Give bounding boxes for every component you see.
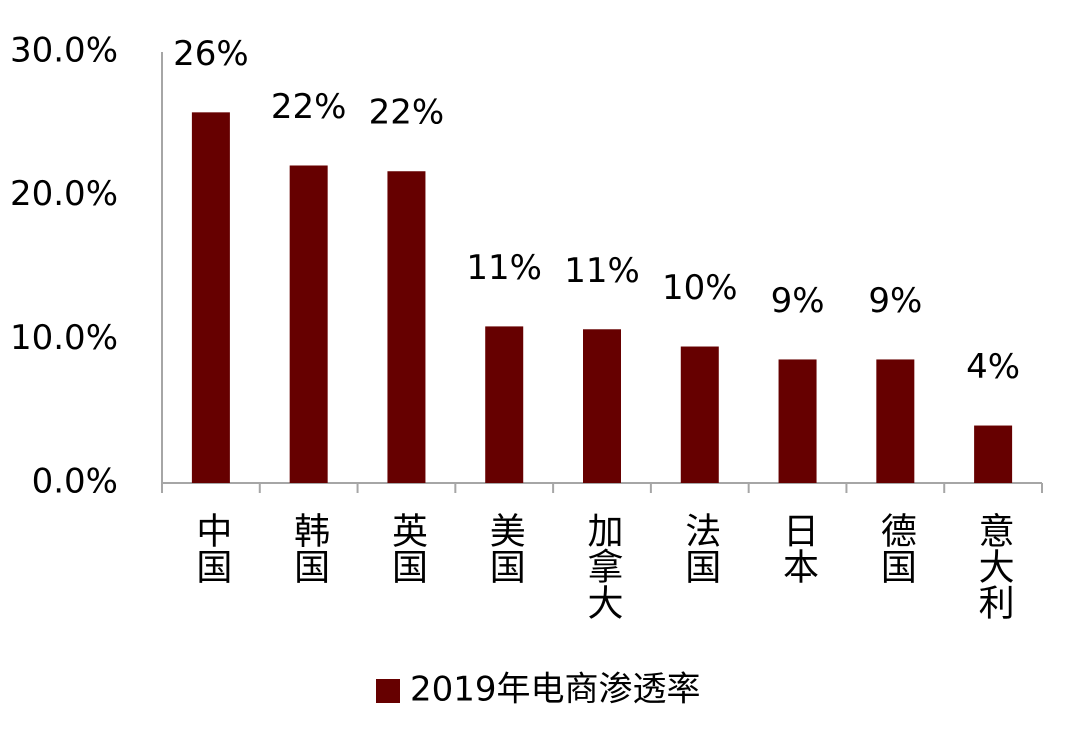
x-tick-label: 英国: [386, 512, 427, 584]
value-label: 22%: [271, 87, 347, 127]
x-tick-label: 美国: [484, 512, 525, 584]
x-tick-label: 加拿大: [582, 512, 623, 620]
bar: [778, 359, 817, 483]
value-label: 11%: [564, 251, 640, 291]
bar: [485, 326, 524, 483]
bar: [680, 346, 719, 483]
x-tick-label: 德国: [875, 512, 916, 584]
value-label: 10%: [662, 268, 738, 308]
bar: [289, 165, 328, 483]
value-label: 26%: [173, 34, 249, 74]
bar: [191, 112, 230, 483]
legend-label: 2019年电商渗透率: [410, 670, 701, 710]
value-label: 9%: [771, 281, 825, 321]
y-tick-label: 0.0%: [32, 462, 118, 502]
x-tick-label: 韩国: [288, 512, 329, 584]
bar: [876, 359, 915, 483]
bar: [974, 425, 1013, 483]
bar: [583, 329, 621, 483]
value-label: 4%: [966, 347, 1020, 387]
value-label: 22%: [369, 93, 445, 133]
y-tick-label: 10.0%: [10, 318, 118, 358]
bar: [387, 171, 426, 483]
legend-swatch: [376, 679, 400, 703]
x-tick-label: 意大利: [973, 512, 1015, 620]
x-tick-label: 中国: [190, 512, 231, 584]
x-tick-label: 日本: [777, 512, 818, 584]
y-tick-label: 30.0%: [10, 31, 118, 71]
value-label: 11%: [466, 248, 542, 288]
x-tick-label: 法国: [679, 512, 720, 584]
y-tick-label: 20.0%: [10, 174, 118, 214]
value-label: 9%: [868, 281, 922, 321]
